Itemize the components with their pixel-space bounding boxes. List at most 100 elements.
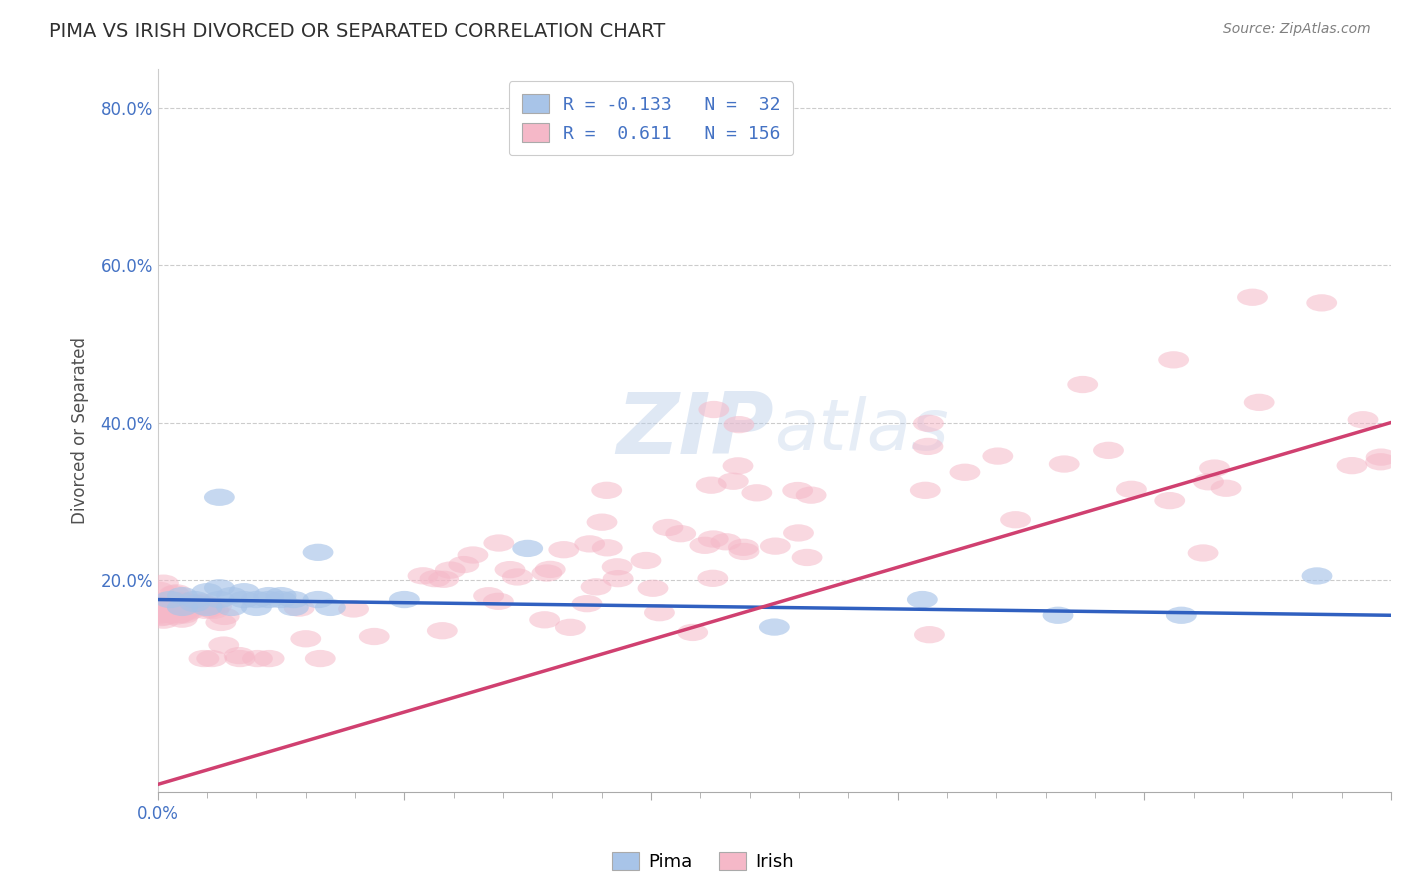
Ellipse shape [153,594,184,612]
Ellipse shape [165,606,195,624]
Ellipse shape [555,619,586,636]
Ellipse shape [1116,481,1147,498]
Ellipse shape [225,650,256,667]
Ellipse shape [191,598,222,615]
Ellipse shape [156,597,187,614]
Ellipse shape [167,587,198,604]
Ellipse shape [143,607,174,624]
Ellipse shape [1199,459,1230,476]
Ellipse shape [302,591,333,608]
Ellipse shape [145,604,176,622]
Ellipse shape [723,458,754,475]
Ellipse shape [710,533,741,550]
Ellipse shape [152,604,183,622]
Ellipse shape [156,605,187,622]
Ellipse shape [718,473,749,490]
Ellipse shape [188,598,218,615]
Ellipse shape [531,565,562,582]
Ellipse shape [157,594,188,612]
Ellipse shape [1302,567,1333,584]
Ellipse shape [792,549,823,566]
Ellipse shape [266,591,297,608]
Ellipse shape [156,600,187,618]
Text: atlas: atlas [775,396,949,465]
Ellipse shape [143,594,174,612]
Ellipse shape [1365,449,1396,466]
Ellipse shape [159,585,190,603]
Ellipse shape [172,599,202,616]
Ellipse shape [914,626,945,643]
Ellipse shape [572,595,602,612]
Ellipse shape [143,596,174,613]
Ellipse shape [156,596,187,613]
Ellipse shape [240,599,271,616]
Ellipse shape [165,596,195,613]
Ellipse shape [186,595,217,612]
Ellipse shape [602,558,633,575]
Ellipse shape [146,609,177,626]
Ellipse shape [162,592,193,609]
Ellipse shape [1211,480,1241,497]
Ellipse shape [174,596,205,613]
Ellipse shape [1067,376,1098,393]
Ellipse shape [1237,289,1268,306]
Ellipse shape [253,591,284,608]
Ellipse shape [699,401,730,418]
Ellipse shape [302,544,333,561]
Ellipse shape [1194,473,1223,491]
Ellipse shape [644,604,675,622]
Ellipse shape [240,591,271,608]
Ellipse shape [907,591,938,608]
Ellipse shape [201,598,232,615]
Ellipse shape [1000,511,1031,528]
Ellipse shape [197,650,228,667]
Ellipse shape [143,582,174,599]
Ellipse shape [160,599,190,616]
Text: Source: ZipAtlas.com: Source: ZipAtlas.com [1223,22,1371,37]
Ellipse shape [157,600,188,617]
Ellipse shape [910,482,941,499]
Ellipse shape [592,539,623,557]
Ellipse shape [169,607,200,624]
Ellipse shape [759,538,790,555]
Ellipse shape [146,600,177,618]
Ellipse shape [912,415,943,432]
Ellipse shape [153,596,184,613]
Ellipse shape [759,618,790,636]
Ellipse shape [166,599,197,615]
Legend: R = -0.133   N =  32, R =  0.611   N = 156: R = -0.133 N = 32, R = 0.611 N = 156 [509,81,793,155]
Ellipse shape [188,650,219,667]
Ellipse shape [143,606,174,623]
Ellipse shape [278,599,309,616]
Ellipse shape [474,587,503,605]
Ellipse shape [217,599,247,616]
Ellipse shape [149,608,180,625]
Ellipse shape [912,438,943,455]
Ellipse shape [217,587,247,604]
Ellipse shape [696,476,727,494]
Ellipse shape [143,593,174,611]
Ellipse shape [983,448,1014,465]
Ellipse shape [603,570,634,587]
Ellipse shape [143,598,174,615]
Ellipse shape [741,484,772,501]
Ellipse shape [142,604,173,621]
Ellipse shape [449,556,479,574]
Ellipse shape [148,603,179,621]
Ellipse shape [163,595,194,612]
Ellipse shape [630,552,661,569]
Ellipse shape [1049,456,1080,473]
Ellipse shape [190,602,221,619]
Ellipse shape [150,604,181,622]
Ellipse shape [592,482,621,499]
Ellipse shape [419,570,450,587]
Ellipse shape [191,599,222,616]
Ellipse shape [689,537,720,554]
Ellipse shape [172,593,201,610]
Ellipse shape [150,595,180,612]
Ellipse shape [783,524,814,541]
Ellipse shape [512,540,543,558]
Ellipse shape [145,592,176,609]
Ellipse shape [581,578,612,596]
Ellipse shape [339,600,368,617]
